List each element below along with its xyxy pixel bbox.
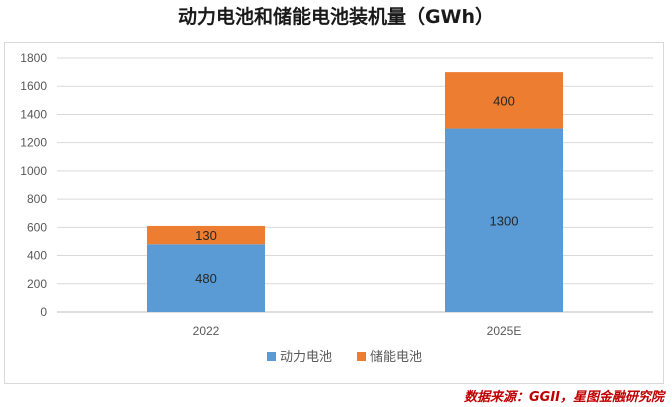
y-tick-label: 1400	[20, 107, 47, 121]
legend-swatch	[267, 352, 276, 361]
data-label: 400	[493, 93, 515, 108]
y-tick-label: 0	[40, 305, 47, 319]
legend-label: 动力电池	[280, 350, 332, 365]
bar-segment	[147, 225, 265, 245]
chart-frame: 480 130 1300 400 0 200 400 600 800 1000 1200 1400 1…	[4, 42, 664, 384]
bar-segment	[445, 128, 563, 312]
y-tick-label: 800	[27, 192, 47, 206]
data-label: 480	[195, 271, 217, 286]
bar-segment	[445, 72, 563, 129]
y-tick-label: 400	[27, 249, 47, 263]
legend-label: 储能电池	[370, 350, 422, 365]
x-tick-label: 2022	[193, 324, 220, 338]
y-tick-label: 200	[27, 277, 47, 291]
y-tick-label: 1000	[20, 164, 47, 178]
y-tick-label: 600	[27, 220, 47, 234]
y-tick-label: 1600	[20, 79, 47, 93]
chart-title: 动力电池和储能电池装机量（GWh）	[177, 6, 495, 28]
data-label: 130	[195, 228, 217, 243]
stacked-bar-chart: 480 130 1300 400 0 200 400 600 800 1000 1200 1400 1…	[20, 51, 653, 365]
x-tick-label: 2025E	[487, 324, 522, 338]
legend-swatch	[357, 352, 366, 361]
bar-segment	[147, 244, 265, 312]
data-source-note: 数据来源：GGII，星图金融研究院	[463, 390, 664, 405]
y-tick-label: 1800	[20, 51, 47, 65]
data-label: 1300	[490, 213, 519, 228]
y-tick-label: 1200	[20, 136, 47, 150]
